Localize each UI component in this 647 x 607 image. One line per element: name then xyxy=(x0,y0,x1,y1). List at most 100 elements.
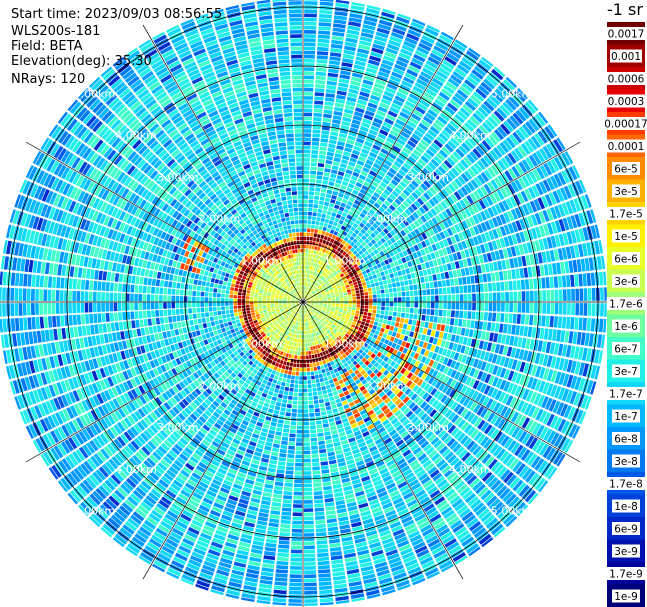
ppi-cell xyxy=(447,196,455,205)
ppi-cell xyxy=(354,60,366,67)
ppi-cell xyxy=(408,194,416,203)
ppi-cell xyxy=(522,243,529,254)
ppi-cell xyxy=(348,230,354,235)
ppi-cell xyxy=(450,216,457,225)
ppi-cell xyxy=(413,314,418,320)
ppi-cell xyxy=(323,299,328,301)
ppi-cell xyxy=(392,219,399,227)
ppi-cell xyxy=(303,186,309,191)
ppi-cell xyxy=(265,538,277,544)
ppi-cell xyxy=(349,179,356,185)
ppi-cell xyxy=(322,359,327,365)
ppi-cell xyxy=(379,166,388,174)
ppi-cell xyxy=(373,177,381,184)
ppi-cell xyxy=(339,249,344,254)
ppi-cell xyxy=(527,98,540,112)
ppi-cell xyxy=(397,297,402,302)
ppi-cell xyxy=(328,206,334,212)
ppi-cell xyxy=(303,491,313,496)
ppi-cell xyxy=(414,236,420,244)
ppi-cell xyxy=(417,333,422,340)
ppi-cell xyxy=(396,287,401,292)
ppi-cell xyxy=(304,330,307,335)
ppi-cell xyxy=(339,293,344,296)
ppi-cell xyxy=(317,556,330,562)
ppi-cell xyxy=(381,59,394,67)
ppi-cell xyxy=(570,230,577,244)
ppi-cell xyxy=(293,491,303,496)
ppi-cell xyxy=(414,228,421,236)
ppi-cell xyxy=(386,232,393,239)
ppi-cell xyxy=(332,437,340,443)
ppi-cell xyxy=(353,281,358,286)
ppi-cell xyxy=(323,295,327,298)
ppi-cell xyxy=(461,125,472,135)
ppi-cell xyxy=(351,232,357,238)
ppi-cell xyxy=(332,276,336,280)
ppi-cell xyxy=(546,143,556,157)
ppi-cell xyxy=(389,35,403,44)
ppi-cell xyxy=(514,179,523,191)
ppi-cell xyxy=(561,202,570,216)
ppi-cell xyxy=(440,63,453,73)
ppi-cell xyxy=(552,263,557,275)
ppi-cell xyxy=(307,384,312,388)
ppi-cell xyxy=(290,566,302,570)
ppi-cell xyxy=(296,425,303,430)
ppi-cell xyxy=(452,151,462,161)
ppi-cell xyxy=(491,68,504,81)
ppi-cell xyxy=(320,288,324,292)
ppi-cell xyxy=(514,163,524,176)
ppi-cell xyxy=(507,183,516,195)
ppi-cell xyxy=(369,257,374,263)
ppi-cell xyxy=(505,302,509,312)
ppi-cell xyxy=(315,523,326,529)
ppi-cell xyxy=(401,257,407,264)
ppi-cell xyxy=(336,269,341,274)
ppi-cell xyxy=(494,162,503,173)
ppi-cell xyxy=(360,321,366,326)
ppi-cell xyxy=(514,207,522,219)
ppi-cell xyxy=(451,116,463,127)
ppi-cell xyxy=(334,309,339,312)
ppi-cell xyxy=(524,314,530,325)
ppi-cell xyxy=(500,123,511,135)
ppi-cell xyxy=(314,276,318,281)
ppi-cell xyxy=(389,222,396,229)
ppi-cell xyxy=(500,172,510,184)
ppi-cell xyxy=(598,271,604,286)
ppi-cell xyxy=(450,193,458,203)
ppi-cell xyxy=(434,251,440,259)
ppi-cell xyxy=(303,87,314,92)
ppi-cell xyxy=(381,11,395,19)
ppi-cell xyxy=(553,156,564,170)
ppi-cell xyxy=(297,355,300,360)
ppi-cell xyxy=(360,308,364,312)
ppi-cell xyxy=(372,325,377,330)
ppi-cell xyxy=(356,302,361,305)
ppi-cell xyxy=(304,54,315,59)
ppi-cell xyxy=(530,214,538,226)
ppi-cell xyxy=(438,67,451,77)
ppi-cell xyxy=(385,87,396,95)
ppi-cell xyxy=(346,214,352,220)
ppi-cell xyxy=(355,290,360,294)
ppi-cell xyxy=(368,129,378,136)
ppi-cell xyxy=(311,266,315,271)
ppi-cell xyxy=(519,325,525,336)
ppi-cell xyxy=(531,327,537,338)
ppi-cell xyxy=(447,170,457,180)
ppi-cell xyxy=(304,265,307,270)
ppi-cell xyxy=(317,552,329,558)
ppi-cell xyxy=(468,248,474,257)
ppi-cell xyxy=(507,168,517,180)
ppi-cell xyxy=(344,304,348,307)
ppi-cell xyxy=(498,249,505,260)
ppi-cell xyxy=(329,247,334,252)
ppi-cell xyxy=(313,495,323,500)
ppi-cell xyxy=(384,118,394,125)
ppi-cell xyxy=(356,269,362,274)
ppi-cell xyxy=(329,262,334,267)
ppi-cell xyxy=(330,238,335,243)
ppi-cell xyxy=(303,269,305,274)
